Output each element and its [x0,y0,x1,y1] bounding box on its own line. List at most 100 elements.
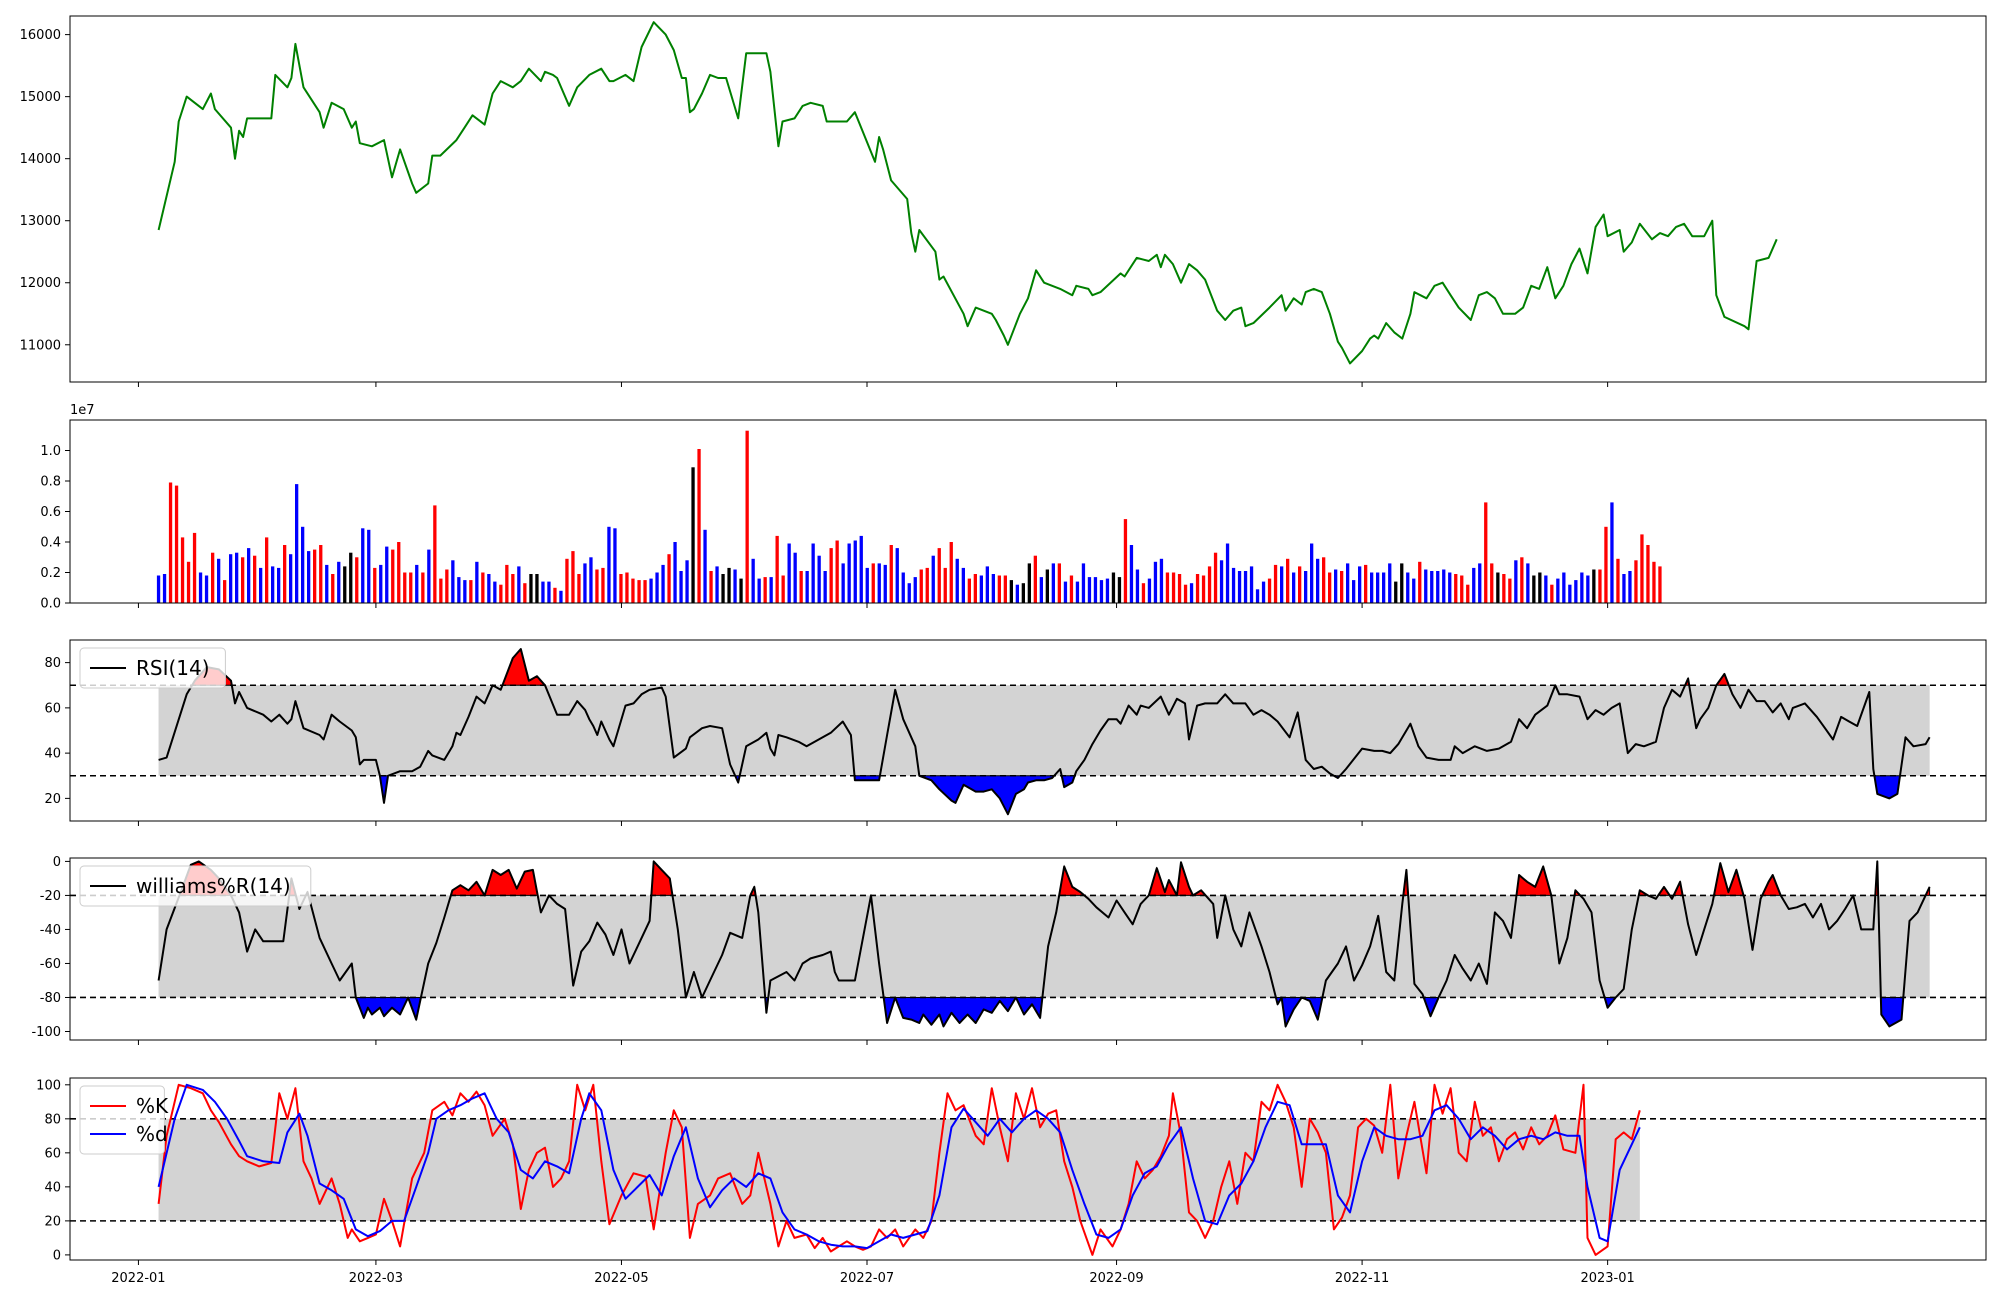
volume-bar [655,572,659,603]
volume-bar [307,551,311,603]
volume-bar [391,549,395,603]
rsi-plot: 20 40 60 80 RSI(14) [44,639,1987,826]
volume-bar [1003,575,1007,603]
volume-bar [685,560,689,603]
volume-bar [1201,575,1206,603]
stochastic-d-line [157,1083,1641,1250]
volume-bar [877,563,881,603]
volume-bar [799,571,803,603]
volume-bar [1430,571,1434,603]
volume-bar [1255,589,1260,603]
xtick-label: 2022-01 [111,1271,165,1286]
volume-bar [865,567,869,603]
volume-bar [1045,569,1049,603]
volume-bar [1628,571,1632,603]
volume-bar [607,526,611,604]
williams-panel: -100 -80 -60 -40 -20 0 williams%R(14) [31,855,1987,1045]
volume-bar [1478,563,1482,603]
volume-bar [1063,581,1068,603]
volume-bar [811,543,815,603]
volume-bar [1520,557,1524,604]
volume-ytick-label: 0.6 [40,505,61,520]
volume-bar [631,578,635,603]
volume-bar [715,566,719,603]
volume-bar [1286,558,1290,603]
volume-bar [204,575,209,603]
volume-bar [1526,563,1530,603]
volume-bar [277,567,281,603]
volume-bar [343,566,347,603]
volume-bar [1267,578,1272,603]
volume-bar [331,574,335,603]
volume-bar [427,549,431,603]
volume-bar [931,555,935,603]
williams-oversold-fill [1880,997,1904,1028]
volume-bar [1496,572,1500,603]
williams-oversold-fill [894,997,1017,1028]
volume-bar [1219,560,1224,603]
volume-bar [1195,574,1200,603]
price-line [157,21,1778,365]
volume-bar [661,564,665,603]
volume-bar [1424,569,1428,603]
volume-bar [967,578,971,603]
volume-bar [787,543,791,603]
volume-bar [1502,574,1506,603]
rsi-ytick-label: 40 [44,747,61,762]
volume-bar [1352,580,1356,603]
volume-bar [487,574,491,603]
volume-bar [667,554,671,603]
volume-bar [1105,578,1110,603]
volume-bar [529,574,533,603]
volume-bar [1117,577,1122,603]
stochastic-ytick-label: 40 [44,1180,61,1195]
volume-bar [1310,543,1314,603]
volume-bar [1538,572,1542,603]
volume-bar [739,578,743,603]
volume-bar [733,569,737,603]
volume-plot: 0.0 0.2 0.4 0.6 0.8 1.0 1e7 [40,403,1987,612]
volume-bar [823,571,827,603]
volume-bar [601,567,605,603]
volume-bar [577,574,581,603]
volume-bar [889,545,893,603]
volume-bar [1604,526,1608,604]
williams-line [157,860,1931,1028]
volume-bar [1015,584,1019,603]
volume-bar [1141,583,1146,603]
volume-bar [1532,575,1536,603]
volume-bar [1243,571,1248,603]
price-ytick-label: 14000 [20,152,61,167]
volume-bar [1508,578,1512,603]
volume-bar [1382,572,1386,603]
volume-bar [319,545,323,603]
stochastic-plot: 0 20 40 60 80 100 %K %d [36,1077,1987,1265]
volume-bar [1153,561,1158,603]
price-ytick-label: 16000 [20,28,61,43]
volume-bar [1442,569,1446,603]
volume-bar [949,542,953,603]
volume-bar [283,545,287,603]
volume-bar [1490,563,1494,603]
volume-bar [1237,571,1242,603]
volume-bar [1069,575,1074,603]
williams-overbought-fill [1515,864,1552,896]
volume-bar [475,561,479,603]
volume-bar [361,528,365,603]
volume-bar [1057,563,1061,603]
stochastic-legend-box [79,1085,165,1155]
volume-bar [1328,572,1332,603]
volume-bar [925,567,929,603]
volume-bar [757,578,761,603]
volume-bar [679,571,683,603]
volume-bar [1033,555,1037,603]
price-frame [69,15,1987,383]
volume-bar [1009,580,1013,603]
williams-ytick-label: 0 [53,855,61,870]
volume-bar [541,581,545,603]
volume-bar [841,563,845,603]
volume-bar [859,535,863,603]
price-ytick-label: 11000 [20,338,61,353]
volume-bar [373,567,377,603]
xtick-label: 2022-05 [594,1271,648,1286]
